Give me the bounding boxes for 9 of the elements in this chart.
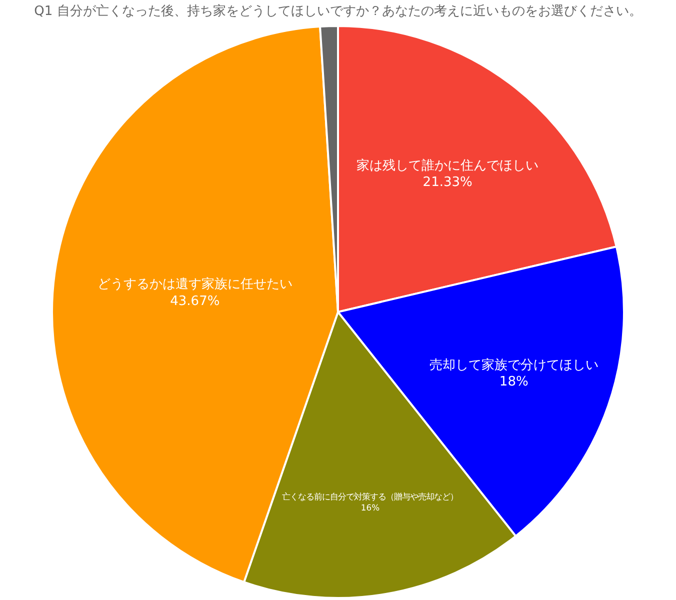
data-label: 18%: [499, 374, 528, 390]
slice-label: 亡くなる前に自分で対策する（贈与や売却など）: [282, 491, 458, 502]
chart-title: Q1 自分が亡くなった後、持ち家をどうしてほしいですか？あなたの考えに近いものをお選びください。: [34, 3, 642, 20]
slice-label: 売却して家族で分けてほしい: [429, 356, 598, 373]
data-label: 21.33%: [422, 175, 472, 190]
data-label: 43.67%: [170, 294, 220, 309]
slice-label: どうするかは遺す家族に任せたい: [97, 276, 292, 292]
data-label: 16%: [360, 502, 380, 512]
slice-label: 家は残して誰かに住んでほしい: [356, 157, 539, 174]
